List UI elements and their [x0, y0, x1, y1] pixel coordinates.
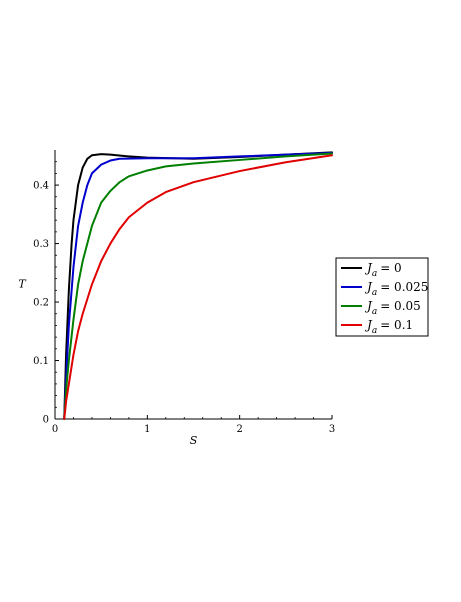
series-line-0	[63, 151, 333, 420]
legend-value: = 0.05	[380, 299, 421, 313]
series-line-3	[63, 154, 333, 420]
legend-symbol: J	[364, 299, 373, 313]
legend-subscript: a	[372, 326, 377, 336]
y-tick-label: 0.4	[33, 181, 49, 192]
legend-value: = 0.025	[380, 280, 428, 294]
legend-label-3: Ja = 0.1	[364, 318, 413, 336]
y-axis-label: T	[18, 278, 27, 291]
legend-label-2: Ja = 0.05	[364, 299, 421, 317]
legend-value: = 0	[380, 261, 402, 275]
y-tick-label: 0.3	[33, 239, 49, 250]
x-tick-label: 1	[144, 424, 150, 435]
y-tick-label: 0.2	[33, 298, 49, 309]
legend-subscript: a	[372, 269, 377, 279]
legend-value: = 0.1	[380, 318, 413, 332]
series-line-1	[63, 151, 333, 420]
legend-label-1: Ja = 0.025	[364, 280, 428, 298]
legend-label-0: Ja = 0	[364, 261, 402, 279]
legend-box	[335, 257, 429, 337]
series-line-2	[63, 152, 333, 420]
x-tick-label: 0	[52, 424, 58, 435]
y-tick-label: 0	[43, 415, 49, 426]
x-axis-label: S	[190, 434, 198, 447]
legend-symbol: J	[364, 280, 373, 294]
x-tick-label: 2	[236, 424, 242, 435]
legend-subscript: a	[372, 288, 377, 298]
y-tick-label: 0.1	[33, 356, 49, 367]
legend-symbol: J	[364, 318, 373, 332]
legend-subscript: a	[372, 307, 377, 317]
x-tick-label: 3	[329, 424, 335, 435]
legend-symbol: J	[364, 261, 373, 275]
